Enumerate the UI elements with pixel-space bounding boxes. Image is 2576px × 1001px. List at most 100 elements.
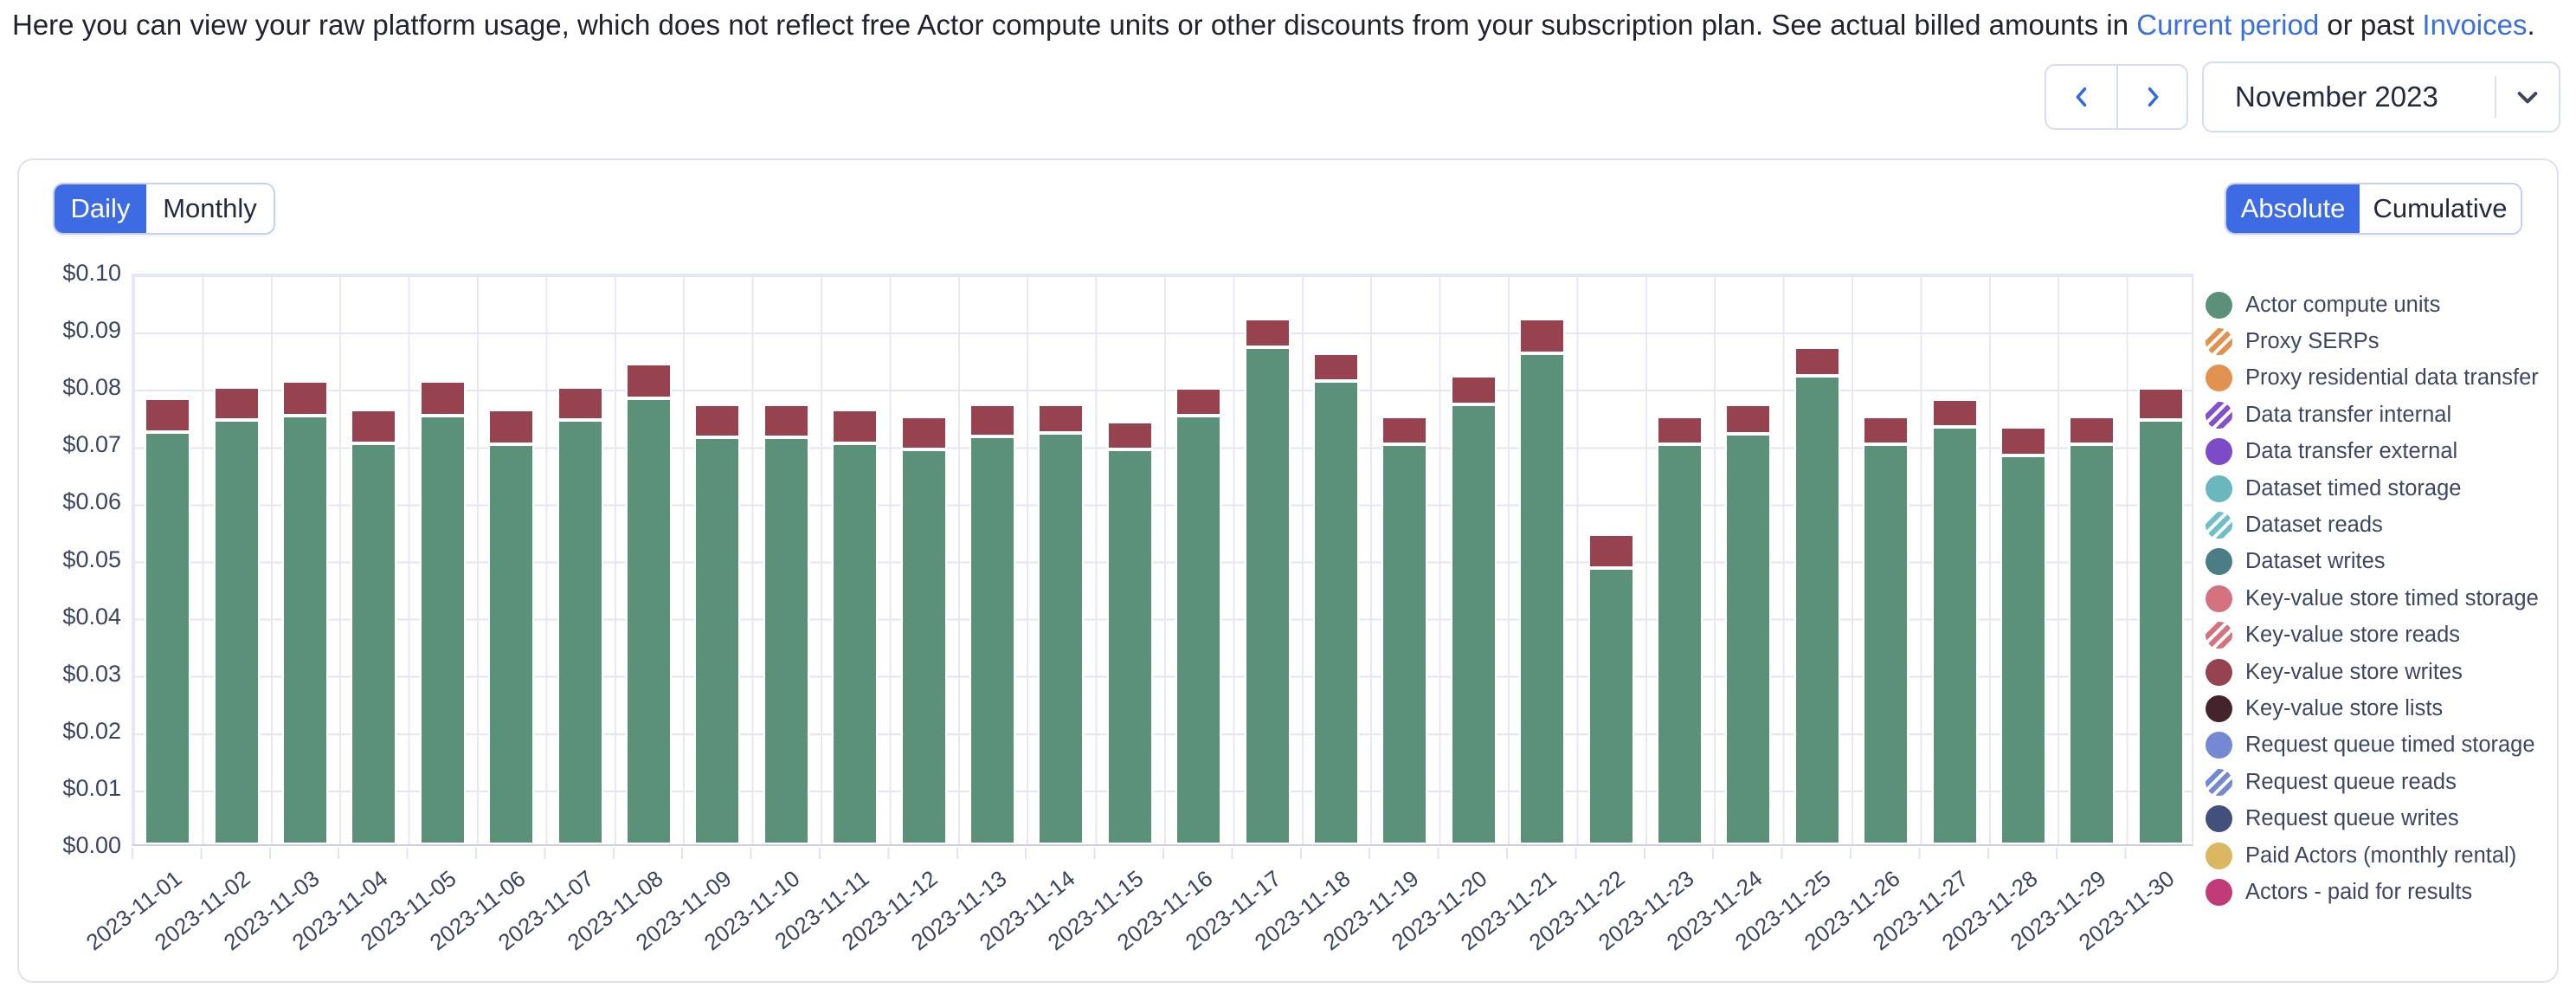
legend-item-key-value-store-writes[interactable]: Key-value store writes — [2206, 654, 2463, 690]
toggle-option-absolute[interactable]: Absolute — [2226, 184, 2360, 233]
bar-segment-key-value-store-writes[interactable] — [1175, 387, 1222, 416]
legend-item-request-queue-writes[interactable]: Request queue writes — [2206, 801, 2459, 837]
bar-segment-key-value-store-writes[interactable] — [213, 386, 260, 421]
legend-item-key-value-store-timed-storage[interactable]: Key-value store timed storage — [2206, 580, 2539, 617]
month-dropdown[interactable]: November 2023 — [2202, 61, 2560, 132]
legend-item-paid-actors-monthly-rental-[interactable]: Paid Actors (monthly rental) — [2206, 837, 2516, 874]
legend-item-key-value-store-reads[interactable]: Key-value store reads — [2206, 617, 2460, 654]
bar-segment-actor-compute-units[interactable] — [1450, 404, 1497, 844]
bar-segment-key-value-store-writes[interactable] — [488, 410, 535, 444]
next-month-button[interactable] — [2116, 66, 2186, 128]
invoices-link[interactable]: Invoices — [2422, 9, 2528, 41]
legend-label: Dataset writes — [2245, 549, 2386, 574]
bar-segment-actor-compute-units[interactable] — [1657, 443, 1703, 844]
bar-segment-actor-compute-units[interactable] — [900, 449, 947, 844]
bar-segment-key-value-store-writes[interactable] — [694, 404, 741, 438]
bar-segment-key-value-store-writes[interactable] — [2069, 416, 2116, 444]
bar-segment-key-value-store-writes[interactable] — [145, 398, 191, 433]
bar-segment-actor-compute-units[interactable] — [419, 415, 466, 844]
bar-segment-key-value-store-writes[interactable] — [2137, 387, 2184, 420]
legend-label: Paid Actors (monthly rental) — [2245, 843, 2517, 868]
legend-item-key-value-store-lists[interactable]: Key-value store lists — [2206, 690, 2443, 727]
bar-segment-key-value-store-writes[interactable] — [1450, 376, 1497, 404]
legend-item-data-transfer-external[interactable]: Data transfer external — [2206, 434, 2457, 470]
legend-label: Request queue timed storage — [2245, 733, 2535, 758]
bar-segment-key-value-store-writes[interactable] — [557, 386, 603, 421]
bar-segment-actor-compute-units[interactable] — [1519, 352, 1566, 844]
bar-segment-actor-compute-units[interactable] — [1106, 449, 1153, 844]
bar-segment-key-value-store-writes[interactable] — [1587, 533, 1634, 569]
bar-segment-key-value-store-writes[interactable] — [1657, 416, 1703, 444]
bar-segment-actor-compute-units[interactable] — [763, 437, 809, 844]
bar-segment-key-value-store-writes[interactable] — [1381, 416, 1428, 444]
bar-segment-actor-compute-units[interactable] — [1794, 376, 1840, 844]
current-period-link[interactable]: Current period — [2136, 9, 2320, 41]
bar-segment-key-value-store-writes[interactable] — [351, 410, 397, 444]
legend-item-dataset-reads[interactable]: Dataset reads — [2206, 507, 2383, 543]
bar-segment-actor-compute-units[interactable] — [626, 398, 672, 844]
legend-swatch — [2206, 658, 2232, 686]
bar-segment-key-value-store-writes[interactable] — [1931, 398, 1978, 428]
prev-month-button[interactable] — [2046, 66, 2116, 128]
bar-segment-actor-compute-units[interactable] — [213, 420, 260, 844]
bar-segment-actor-compute-units[interactable] — [282, 415, 328, 844]
bar-segment-key-value-store-writes[interactable] — [1313, 352, 1359, 381]
bar-segment-key-value-store-writes[interactable] — [969, 404, 1015, 437]
legend-item-actors-paid-for-results[interactable]: Actors - paid for results — [2206, 874, 2472, 910]
bar-segment-actor-compute-units[interactable] — [488, 443, 535, 844]
bar-segment-key-value-store-writes[interactable] — [1863, 416, 1909, 444]
legend-label: Key-value store lists — [2245, 695, 2444, 720]
bar-segment-key-value-store-writes[interactable] — [626, 364, 672, 399]
legend-item-proxy-residential-data-transfer[interactable]: Proxy residential data transfer — [2206, 360, 2539, 397]
mode-toggle: Absolute Cumulative — [2225, 183, 2522, 235]
bar-segment-key-value-store-writes[interactable] — [1794, 347, 1840, 377]
legend-item-request-queue-timed-storage[interactable]: Request queue timed storage — [2206, 727, 2535, 764]
bar-segment-key-value-store-writes[interactable] — [419, 381, 466, 416]
legend-item-proxy-serps[interactable]: Proxy SERPs — [2206, 323, 2379, 359]
bar-segment-actor-compute-units[interactable] — [2000, 455, 2046, 844]
intro-text: Here you can view your raw platform usag… — [12, 5, 2535, 45]
bar-segment-key-value-store-writes[interactable] — [763, 404, 809, 438]
bar-segment-actor-compute-units[interactable] — [1175, 415, 1222, 844]
legend-item-dataset-timed-storage[interactable]: Dataset timed storage — [2206, 470, 2461, 507]
bar-segment-actor-compute-units[interactable] — [832, 443, 879, 844]
legend-item-actor-compute-units[interactable]: Actor compute units — [2206, 287, 2440, 323]
bar-segment-actor-compute-units[interactable] — [1725, 434, 1772, 844]
bar-segment-actor-compute-units[interactable] — [1244, 346, 1291, 844]
bar-segment-actor-compute-units[interactable] — [1863, 443, 1909, 844]
toggle-option-monthly[interactable]: Monthly — [146, 184, 274, 233]
toggle-option-cumulative[interactable]: Cumulative — [2360, 184, 2521, 233]
bar-segment-actor-compute-units[interactable] — [1038, 432, 1085, 844]
bar-segment-actor-compute-units[interactable] — [1313, 380, 1359, 844]
legend-item-dataset-writes[interactable]: Dataset writes — [2206, 544, 2386, 580]
legend-label: Proxy SERPs — [2245, 328, 2380, 353]
legend-swatch — [2206, 768, 2232, 796]
bar-segment-key-value-store-writes[interactable] — [2000, 427, 2046, 456]
legend-label: Key-value store reads — [2245, 623, 2461, 648]
bar-segment-key-value-store-writes[interactable] — [832, 410, 879, 444]
bar-segment-actor-compute-units[interactable] — [557, 420, 603, 844]
bar-segment-key-value-store-writes[interactable] — [1038, 404, 1085, 433]
legend-label: Actor compute units — [2245, 292, 2441, 317]
bar-segment-key-value-store-writes[interactable] — [1106, 421, 1153, 449]
bar-segment-actor-compute-units[interactable] — [2137, 419, 2184, 844]
legend-item-data-transfer-internal[interactable]: Data transfer internal — [2206, 397, 2451, 433]
legend-swatch — [2206, 878, 2232, 906]
bar-segment-actor-compute-units[interactable] — [2069, 443, 2116, 844]
bar-segment-actor-compute-units[interactable] — [1587, 568, 1634, 844]
bar-segment-key-value-store-writes[interactable] — [1519, 319, 1566, 353]
bar-segment-actor-compute-units[interactable] — [1931, 427, 1978, 844]
bar-segment-actor-compute-units[interactable] — [694, 437, 741, 844]
legend-label: Dataset reads — [2245, 512, 2383, 537]
bar-segment-actor-compute-units[interactable] — [1381, 443, 1428, 844]
legend-item-request-queue-reads[interactable]: Request queue reads — [2206, 764, 2457, 800]
bar-segment-key-value-store-writes[interactable] — [282, 381, 328, 416]
bar-segment-key-value-store-writes[interactable] — [1725, 404, 1772, 435]
bar-segment-actor-compute-units[interactable] — [351, 443, 397, 844]
toggle-option-daily[interactable]: Daily — [55, 184, 146, 233]
bar-segment-actor-compute-units[interactable] — [145, 432, 191, 844]
bar-segment-key-value-store-writes[interactable] — [1244, 319, 1291, 347]
bar-segment-key-value-store-writes[interactable] — [900, 416, 947, 449]
y-axis-tick-label: $0.00 — [62, 832, 121, 858]
bar-segment-actor-compute-units[interactable] — [969, 436, 1015, 844]
